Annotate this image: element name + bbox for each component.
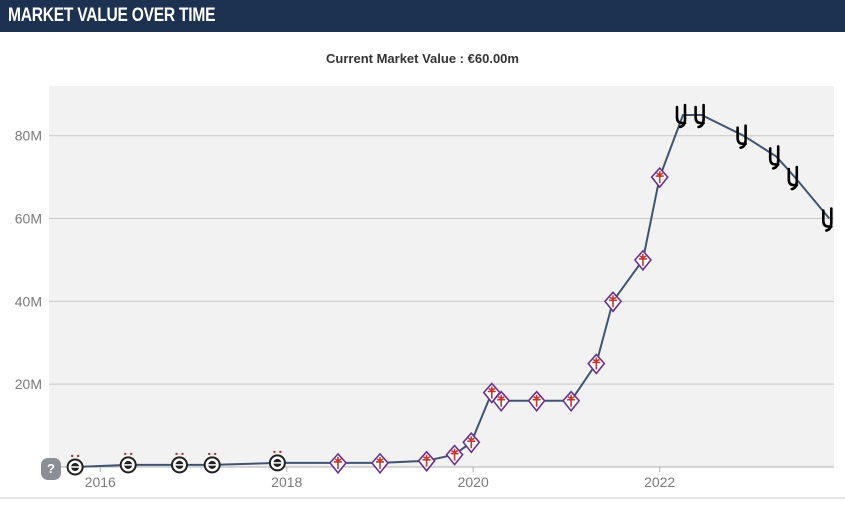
x-axis-labels: 2016 2018 2020 2022 (85, 474, 676, 490)
current-market-value: Current Market Value : €60.00m (0, 51, 845, 66)
y-tick-label: 60M (15, 211, 42, 227)
data-point-juventus-crest[interactable] (736, 124, 747, 150)
y-tick-label: 40M (15, 293, 42, 309)
data-point-fiorentina-crest[interactable] (562, 390, 581, 412)
y-axis-labels: 20M 40M 60M 80M (15, 128, 42, 392)
data-point-juventus-crest[interactable] (675, 103, 687, 129)
section-header: MARKET VALUE OVER TIME (0, 0, 845, 32)
data-point-fiorentina-crest[interactable] (633, 249, 652, 272)
x-tick-label: 2022 (644, 474, 675, 490)
data-point-fiorentina-crest[interactable] (603, 291, 623, 313)
plot-background (49, 86, 834, 467)
data-point-fiorentina-crest[interactable] (328, 452, 348, 475)
data-point-fiorentina-crest[interactable] (370, 452, 390, 475)
data-point-partizan-crest[interactable] (203, 452, 221, 474)
data-point-juventus-crest[interactable] (787, 165, 799, 191)
data-point-fiorentina-crest[interactable] (650, 166, 669, 189)
x-tick-label: 2020 (458, 474, 489, 490)
data-point-juventus-crest[interactable] (694, 103, 705, 129)
data-point-fiorentina-crest[interactable] (445, 444, 464, 466)
section-title: MARKET VALUE OVER TIME (8, 5, 216, 26)
data-point-partizan-crest[interactable] (268, 450, 286, 472)
help-icon[interactable]: ? (41, 458, 61, 480)
y-tick-label: 20M (15, 376, 42, 392)
data-point-fiorentina-crest[interactable] (527, 390, 546, 412)
data-point-fiorentina-crest[interactable] (417, 450, 436, 473)
data-point-partizan-crest[interactable] (66, 454, 84, 476)
market-value-chart-svg: 20M 40M 60M 80M 2016 2018 2020 2022 (15, 86, 834, 490)
market-value-line (75, 114, 831, 468)
data-point-fiorentina-crest[interactable] (462, 431, 481, 454)
data-point-juventus-crest[interactable] (768, 145, 780, 170)
data-markers[interactable] (66, 103, 833, 476)
x-tick-label: 2018 (271, 474, 302, 490)
data-point-fiorentina-crest[interactable] (587, 353, 606, 375)
y-tick-label: 80M (15, 128, 42, 144)
data-point-partizan-crest[interactable] (171, 452, 188, 474)
bottom-divider (0, 497, 845, 499)
x-tick-label: 2016 (85, 474, 116, 490)
current-market-value-amount: €60.00m (467, 51, 519, 66)
data-point-fiorentina-crest[interactable] (482, 382, 501, 404)
data-point-fiorentina-crest[interactable] (492, 390, 511, 412)
data-point-juventus-crest[interactable] (821, 207, 833, 232)
data-point-partizan-crest[interactable] (119, 452, 137, 474)
current-market-value-label: Current Market Value : (326, 51, 465, 66)
market-value-chart: 20M 40M 60M 80M 2016 2018 2020 2022 (0, 80, 845, 500)
